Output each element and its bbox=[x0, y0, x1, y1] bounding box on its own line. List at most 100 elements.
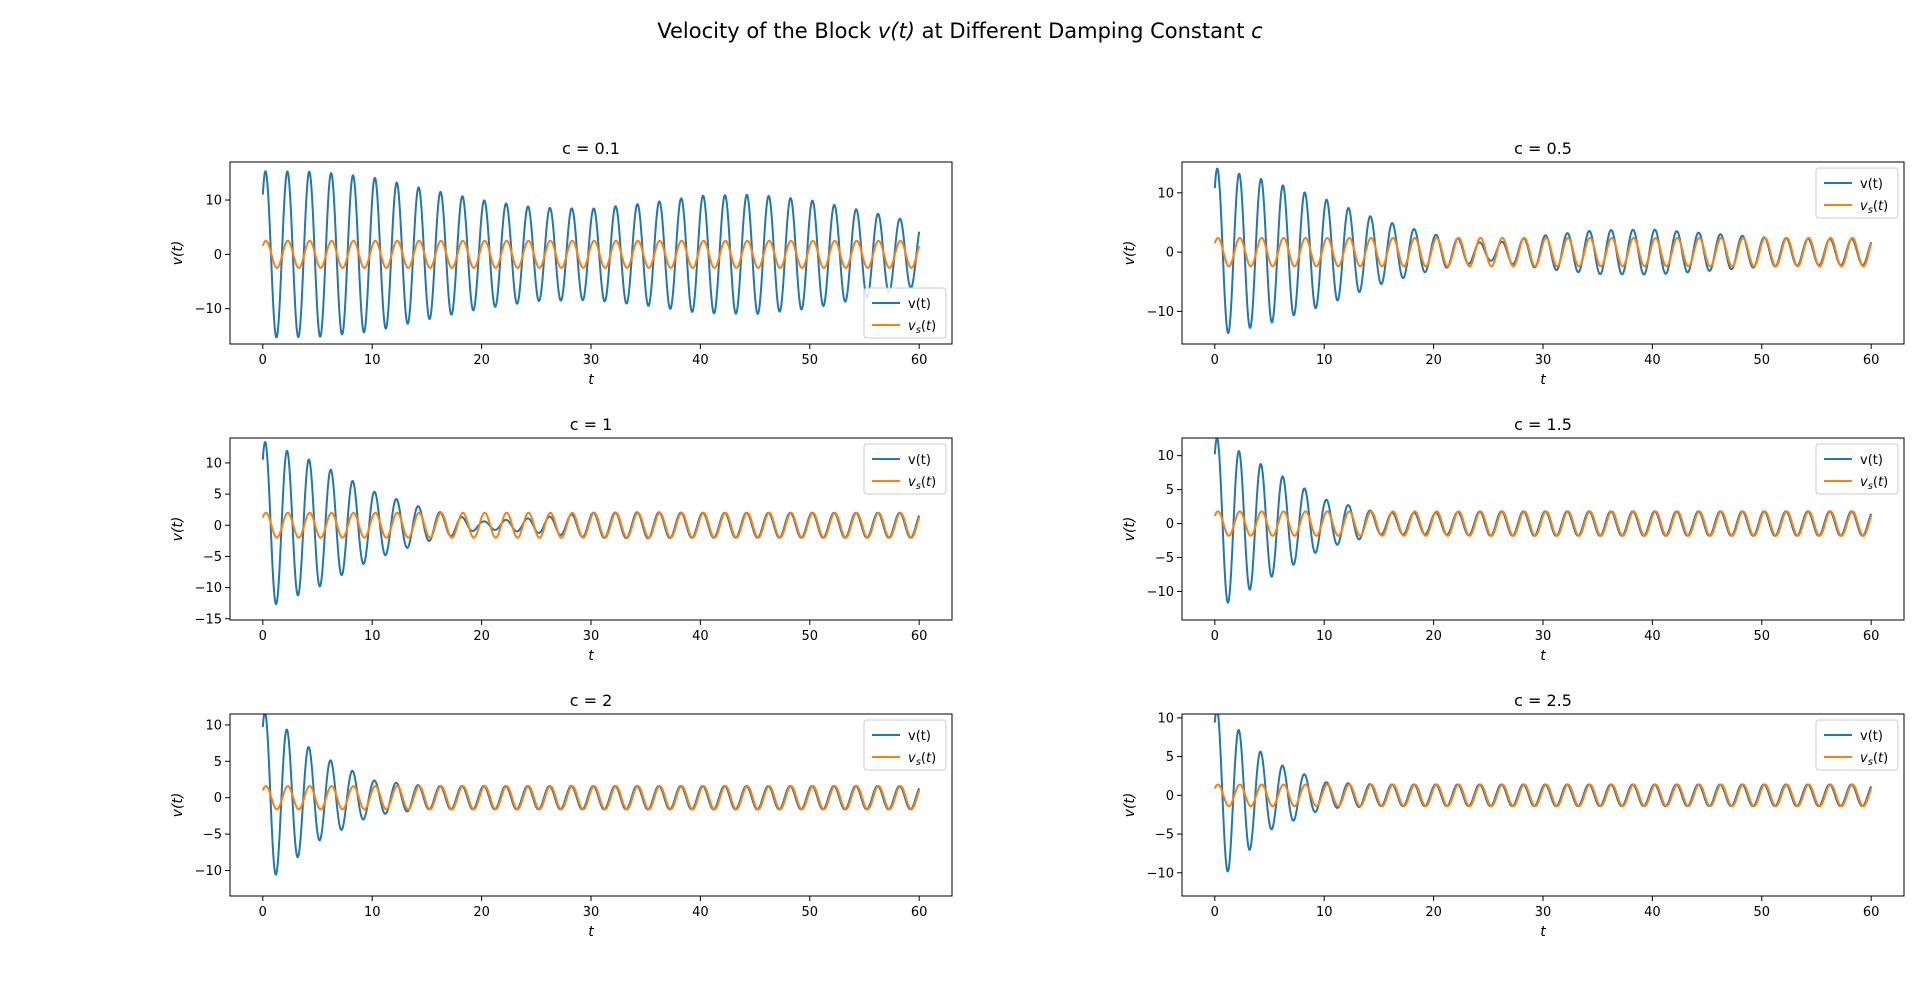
series-line-v bbox=[261, 441, 921, 606]
series-line-v bbox=[1213, 167, 1873, 335]
legend-label-v: v(t) bbox=[1860, 177, 1883, 192]
legend-label-vs: vs(t) bbox=[908, 319, 936, 336]
legend-label-v: v(t) bbox=[908, 453, 931, 468]
legend-label-vs: vs(t) bbox=[1860, 751, 1888, 768]
y-tick-label: 5 bbox=[1166, 750, 1174, 765]
series-line-vs bbox=[1213, 510, 1873, 537]
y-tick-label: −5 bbox=[203, 550, 222, 565]
x-tick-label: 50 bbox=[802, 353, 819, 368]
x-tick-label: 30 bbox=[1535, 905, 1552, 920]
series-line-vs bbox=[1213, 783, 1873, 808]
x-axis-label: t bbox=[1540, 372, 1546, 388]
x-tick-label: 60 bbox=[911, 353, 928, 368]
subplot-c-0-5: c = 0.5 0 10 20 30 40 50 60 −10 0 10 t v(t) v(t) vs(t) bbox=[1122, 139, 1905, 388]
x-tick-label: 50 bbox=[1754, 353, 1771, 368]
y-tick-label: 10 bbox=[205, 718, 222, 733]
x-tick-label: 20 bbox=[473, 905, 490, 920]
y-tick-label: 0 bbox=[214, 519, 222, 534]
subplot-title: c = 1.5 bbox=[1514, 415, 1572, 434]
y-tick-label: −10 bbox=[1147, 866, 1174, 881]
series-line-vs bbox=[261, 239, 921, 269]
y-tick-label: 10 bbox=[205, 194, 222, 209]
legend-label-vs: vs(t) bbox=[1860, 199, 1888, 216]
x-tick-label: 40 bbox=[692, 629, 709, 644]
legend-label-v: v(t) bbox=[1860, 729, 1883, 744]
subplot-c-1: c = 10 10 20 30 40 50 60−15−10−50510tv(t)v(t)v… bbox=[170, 415, 953, 664]
x-tick-label: 10 bbox=[364, 905, 381, 920]
x-tick-label: 30 bbox=[583, 629, 600, 644]
x-tick-label: 10 bbox=[364, 629, 381, 644]
x-tick-label: 0 bbox=[259, 905, 267, 920]
y-tick-label: 0 bbox=[1166, 789, 1174, 804]
x-tick-label: 50 bbox=[802, 629, 819, 644]
x-tick-label: 0 bbox=[259, 629, 267, 644]
x-tick-label: 10 bbox=[1316, 353, 1333, 368]
subplot-title: c = 2.5 bbox=[1514, 691, 1572, 710]
x-tick-label: 0 bbox=[1211, 905, 1219, 920]
y-tick-label: −10 bbox=[1147, 305, 1174, 320]
x-tick-label: 60 bbox=[1863, 629, 1880, 644]
subplot-grid: c = 0.10 10 20 30 40 50 60−10010tv(t)v(t)vs(t)… bbox=[170, 139, 1905, 940]
x-tick-label: 20 bbox=[473, 353, 490, 368]
x-tick-label: 20 bbox=[1425, 629, 1442, 644]
y-tick-label: 0 bbox=[1166, 246, 1174, 261]
subplot-c-0-1: c = 0.1 0 10 20 30 40 50 60 −10 0 10 t v(t) v(t) vs(t) bbox=[170, 139, 953, 388]
legend: v(t) vs(t) bbox=[1815, 443, 1899, 495]
x-tick-label: 20 bbox=[1425, 905, 1442, 920]
x-axis-label: t bbox=[1540, 648, 1546, 664]
series-line-v bbox=[1213, 438, 1873, 604]
x-axis-label: t bbox=[588, 372, 594, 388]
x-tick-label: 0 bbox=[259, 353, 267, 368]
x-tick-label: 60 bbox=[911, 905, 928, 920]
x-axis-label: t bbox=[588, 648, 594, 664]
x-tick-label: 40 bbox=[1644, 905, 1661, 920]
subplot-title: c = 0.5 bbox=[1514, 139, 1572, 158]
x-tick-label: 40 bbox=[692, 353, 709, 368]
subplot-c-1-5: c = 1.5 0 10 20 30 40 50 60 −10 −5 0 5 10 t v(t) v(t) vs… bbox=[1122, 415, 1905, 664]
y-tick-label: −10 bbox=[195, 302, 222, 317]
legend: v(t) vs(t) bbox=[863, 287, 947, 339]
legend-label-vs: vs(t) bbox=[1860, 475, 1888, 492]
y-tick-label: −10 bbox=[1147, 585, 1174, 600]
y-tick-label: 10 bbox=[205, 456, 222, 471]
legend: v(t) vs(t) bbox=[1815, 719, 1899, 771]
y-tick-label: −10 bbox=[195, 581, 222, 596]
legend: v(t) vs(t) bbox=[1815, 167, 1899, 219]
y-tick-label: 5 bbox=[214, 488, 222, 503]
legend-label-v: v(t) bbox=[1860, 453, 1883, 468]
series-line-v bbox=[261, 170, 921, 339]
y-tick-label: 10 bbox=[1157, 711, 1174, 726]
y-tick-label: 0 bbox=[214, 791, 222, 806]
legend: v(t) vs(t) bbox=[863, 719, 947, 771]
y-tick-label: 10 bbox=[1157, 186, 1174, 201]
y-tick-label: −5 bbox=[1155, 551, 1174, 566]
x-tick-label: 30 bbox=[583, 905, 600, 920]
x-tick-label: 10 bbox=[364, 353, 381, 368]
series-line-vs bbox=[1213, 236, 1873, 268]
y-tick-label: 0 bbox=[214, 248, 222, 263]
y-tick-label: −10 bbox=[195, 864, 222, 879]
subplot-c-2-5: c = 2.5 0 10 20 30 40 50 60 −10 −5 0 5 10 t v(t) v(t) vs… bbox=[1122, 691, 1905, 940]
series-line-vs bbox=[261, 511, 921, 539]
x-tick-label: 40 bbox=[692, 905, 709, 920]
y-axis-label: v(t) bbox=[170, 793, 186, 818]
y-tick-label: −15 bbox=[195, 612, 222, 627]
y-tick-label: −5 bbox=[203, 828, 222, 843]
figure-title: Velocity of the Block v(t) at Different … bbox=[657, 19, 1263, 43]
x-tick-label: 20 bbox=[1425, 353, 1442, 368]
y-tick-label: 5 bbox=[1166, 483, 1174, 498]
y-axis-label: v(t) bbox=[1122, 793, 1138, 818]
y-axis-label: v(t) bbox=[170, 241, 186, 266]
x-tick-label: 60 bbox=[1863, 905, 1880, 920]
y-tick-label: 0 bbox=[1166, 517, 1174, 532]
axes-frame bbox=[229, 161, 953, 345]
axes-frame bbox=[229, 713, 953, 897]
legend: v(t) vs(t) bbox=[863, 443, 947, 495]
y-axis-label: v(t) bbox=[1122, 517, 1138, 542]
x-tick-label: 10 bbox=[1316, 629, 1333, 644]
subplot-title: c = 2 bbox=[570, 691, 613, 710]
x-axis-label: t bbox=[588, 924, 594, 940]
x-tick-label: 30 bbox=[583, 353, 600, 368]
x-tick-label: 40 bbox=[1644, 629, 1661, 644]
